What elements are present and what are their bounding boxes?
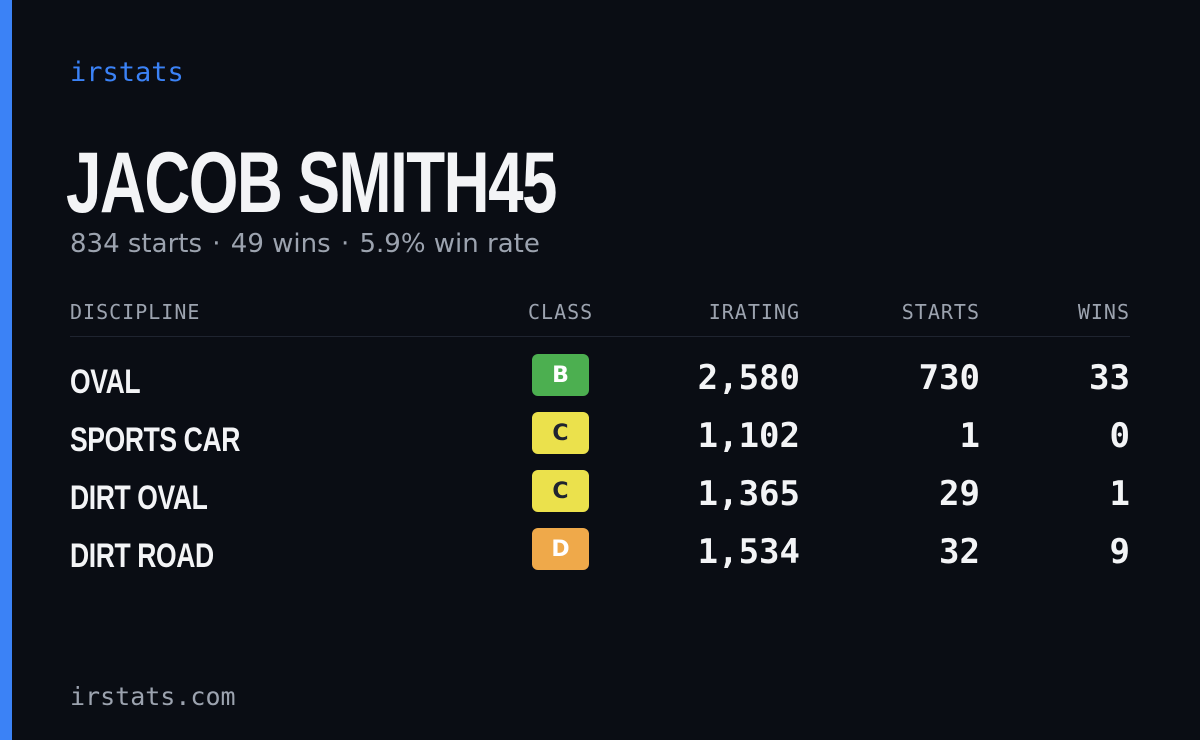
class-badge: B <box>532 354 589 396</box>
total-starts: 834 starts <box>70 229 202 259</box>
driver-summary: 834 starts · 49 wins · 5.9% win rate <box>70 227 540 261</box>
class-badge: D <box>532 528 589 570</box>
summary-separator: · <box>212 229 221 259</box>
discipline-name: DIRT ROAD <box>70 537 214 575</box>
summary-separator: · <box>340 229 350 259</box>
header-class: CLASS <box>528 300 594 324</box>
irating-value: 1,365 <box>697 474 800 514</box>
discipline-name: SPORTS CAR <box>70 421 240 459</box>
driver-name: JACOB SMITH45 <box>66 135 557 231</box>
win-rate: 5.9% win rate <box>359 229 540 259</box>
table-header-row: DISCIPLINE CLASS IRATING STARTS WINS <box>70 298 1130 337</box>
wins-value: 1 <box>1109 474 1130 514</box>
starts-value: 29 <box>939 474 980 514</box>
discipline-name: OVAL <box>70 363 141 401</box>
discipline-name: DIRT OVAL <box>70 479 208 517</box>
wins-value: 33 <box>1089 358 1130 398</box>
table-row: OVAL B 2,580 730 33 <box>70 354 1130 404</box>
starts-value: 1 <box>959 416 980 456</box>
class-badge: C <box>532 470 589 512</box>
table-row: DIRT ROAD D 1,534 32 9 <box>70 528 1130 578</box>
brand-logo-text: irstats <box>70 57 184 88</box>
starts-value: 730 <box>918 358 980 398</box>
header-starts: STARTS <box>901 300 980 324</box>
table-row: DIRT OVAL C 1,365 29 1 <box>70 470 1130 520</box>
header-discipline: DISCIPLINE <box>70 300 201 324</box>
discipline-stats-table: DISCIPLINE CLASS IRATING STARTS WINS OVA… <box>70 298 1130 575</box>
table-row: SPORTS CAR C 1,102 1 0 <box>70 412 1130 462</box>
header-wins: WINS <box>1077 300 1130 324</box>
irating-value: 1,102 <box>697 416 800 456</box>
header-irating: IRATING <box>708 300 800 324</box>
total-wins: 49 wins <box>230 229 331 259</box>
class-badge: C <box>532 412 589 454</box>
irating-value: 2,580 <box>697 358 800 398</box>
wins-value: 9 <box>1109 532 1130 572</box>
wins-value: 0 <box>1109 416 1130 456</box>
footer-url: irstats.com <box>70 682 236 711</box>
irating-value: 1,534 <box>697 532 800 572</box>
accent-bar <box>0 0 12 740</box>
starts-value: 32 <box>939 532 980 572</box>
